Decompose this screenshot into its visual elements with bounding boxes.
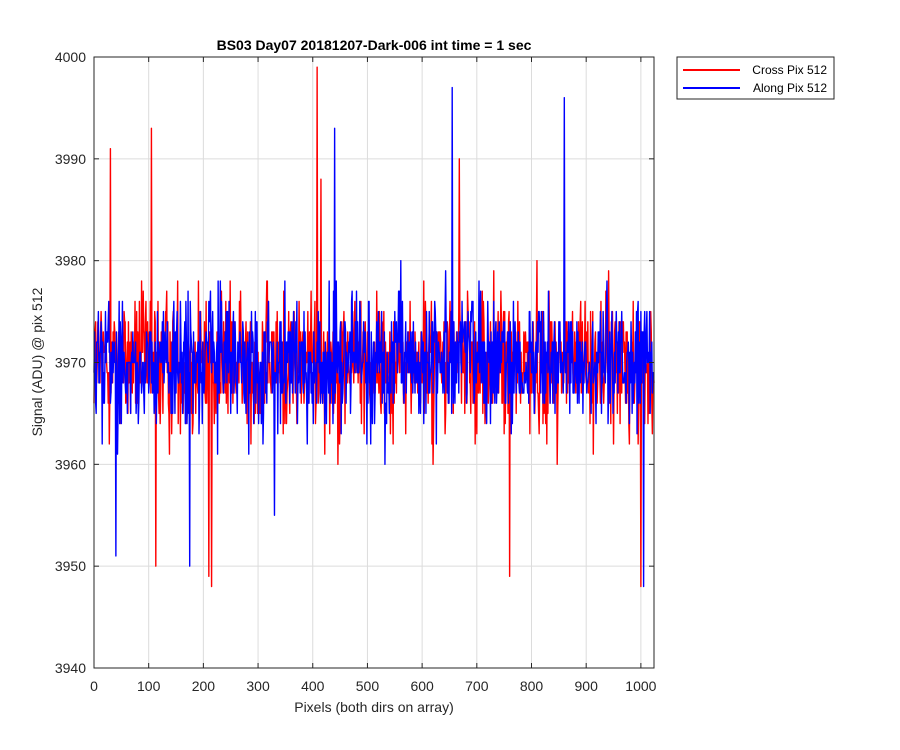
y-tick-label: 3940 (55, 660, 86, 676)
y-tick-label: 4000 (55, 49, 86, 65)
legend: Cross Pix 512 Along Pix 512 (676, 56, 835, 100)
tick-layer: 0 100 200 300 400 500 600 700 800 900 1000 3940 3950… (55, 49, 657, 694)
x-tick-label: 500 (356, 678, 380, 694)
y-tick-label: 3950 (55, 558, 86, 574)
x-tick-label: 400 (301, 678, 325, 694)
x-tick-label: 1000 (625, 678, 656, 694)
y-tick-label: 3970 (55, 355, 86, 371)
y-tick-label: 3980 (55, 253, 86, 269)
x-tick-label: 300 (246, 678, 270, 694)
y-tick-label: 3990 (55, 151, 86, 167)
y-tick-label: 3960 (55, 456, 86, 472)
series-line-along-pix-512 (93, 86, 655, 588)
x-axis-label: Pixels (both dirs on array) (294, 699, 454, 715)
legend-box (676, 56, 835, 100)
y-axis-label: Signal (ADU) @ pix 512 (29, 287, 45, 436)
x-tick-label: 0 (90, 678, 98, 694)
x-tick-label: 600 (410, 678, 434, 694)
legend-label-along: Along Pix 512 (753, 81, 827, 95)
x-tick-label: 100 (137, 678, 161, 694)
x-tick-label: 700 (465, 678, 489, 694)
x-tick-label: 800 (520, 678, 544, 694)
series-layer (93, 66, 655, 588)
x-tick-label: 200 (192, 678, 216, 694)
x-tick-label: 900 (575, 678, 599, 694)
legend-label-cross: Cross Pix 512 (752, 63, 827, 77)
chart-title: BS03 Day07 20181207-Dark-006 int time = … (217, 37, 532, 53)
